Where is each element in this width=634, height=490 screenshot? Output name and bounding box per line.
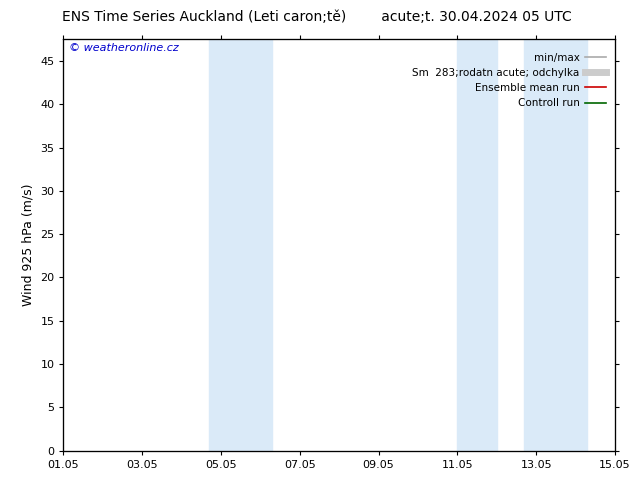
Text: ENS Time Series Auckland (Leti caron;tě)        acute;t. 30.04.2024 05 UTC: ENS Time Series Auckland (Leti caron;tě)… (62, 10, 572, 24)
Bar (457, 39, 497, 451)
Text: © weatheronline.cz: © weatheronline.cz (69, 43, 179, 53)
Legend: min/max, Sm  283;rodatn acute; odchylka, Ensemble mean run, Controll run: min/max, Sm 283;rodatn acute; odchylka, … (408, 49, 610, 113)
Bar (524, 39, 588, 451)
Y-axis label: Wind 925 hPa (m/s): Wind 925 hPa (m/s) (22, 184, 35, 306)
Bar (209, 39, 272, 451)
